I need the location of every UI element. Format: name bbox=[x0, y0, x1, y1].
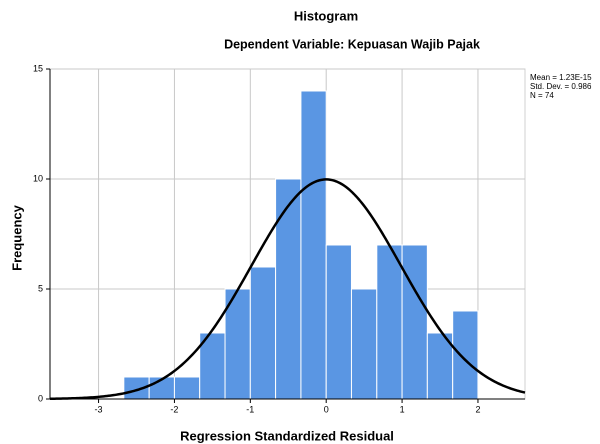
y-axis-label: Frequency bbox=[9, 204, 24, 271]
bar bbox=[249, 266, 277, 400]
bar bbox=[325, 244, 352, 400]
y-tick-label: 15 bbox=[33, 63, 43, 73]
bar bbox=[350, 288, 378, 400]
chart-subtitle: Dependent Variable: Kepuasan Wajib Pajak bbox=[224, 37, 480, 51]
bar bbox=[224, 288, 251, 400]
bar bbox=[300, 90, 327, 400]
stats-std: Std. Dev. = 0.986 bbox=[530, 82, 592, 91]
x-tick-label: -1 bbox=[246, 404, 254, 414]
bar bbox=[275, 178, 302, 400]
bar bbox=[401, 244, 428, 400]
bar bbox=[426, 332, 454, 400]
x-tick-label: -2 bbox=[170, 404, 178, 414]
normal-curve bbox=[49, 178, 526, 401]
bar bbox=[376, 244, 403, 400]
y-tick-label: 10 bbox=[33, 173, 43, 183]
bar bbox=[199, 332, 226, 400]
y-tick-label: 5 bbox=[38, 283, 43, 293]
bar bbox=[173, 376, 201, 400]
x-axis-label: Regression Standardized Residual bbox=[180, 428, 394, 443]
bar bbox=[452, 310, 479, 400]
stats-n: N = 74 bbox=[530, 91, 554, 100]
x-tick-label: -3 bbox=[95, 404, 103, 414]
x-tick-label: 1 bbox=[400, 404, 405, 414]
x-tick-label: 0 bbox=[324, 404, 329, 414]
y-tick-label: 0 bbox=[38, 393, 43, 403]
x-tick-label: 2 bbox=[475, 404, 480, 414]
chart-title: Histogram bbox=[294, 8, 358, 23]
stats-mean: Mean = 1.23E-15 bbox=[530, 73, 592, 82]
